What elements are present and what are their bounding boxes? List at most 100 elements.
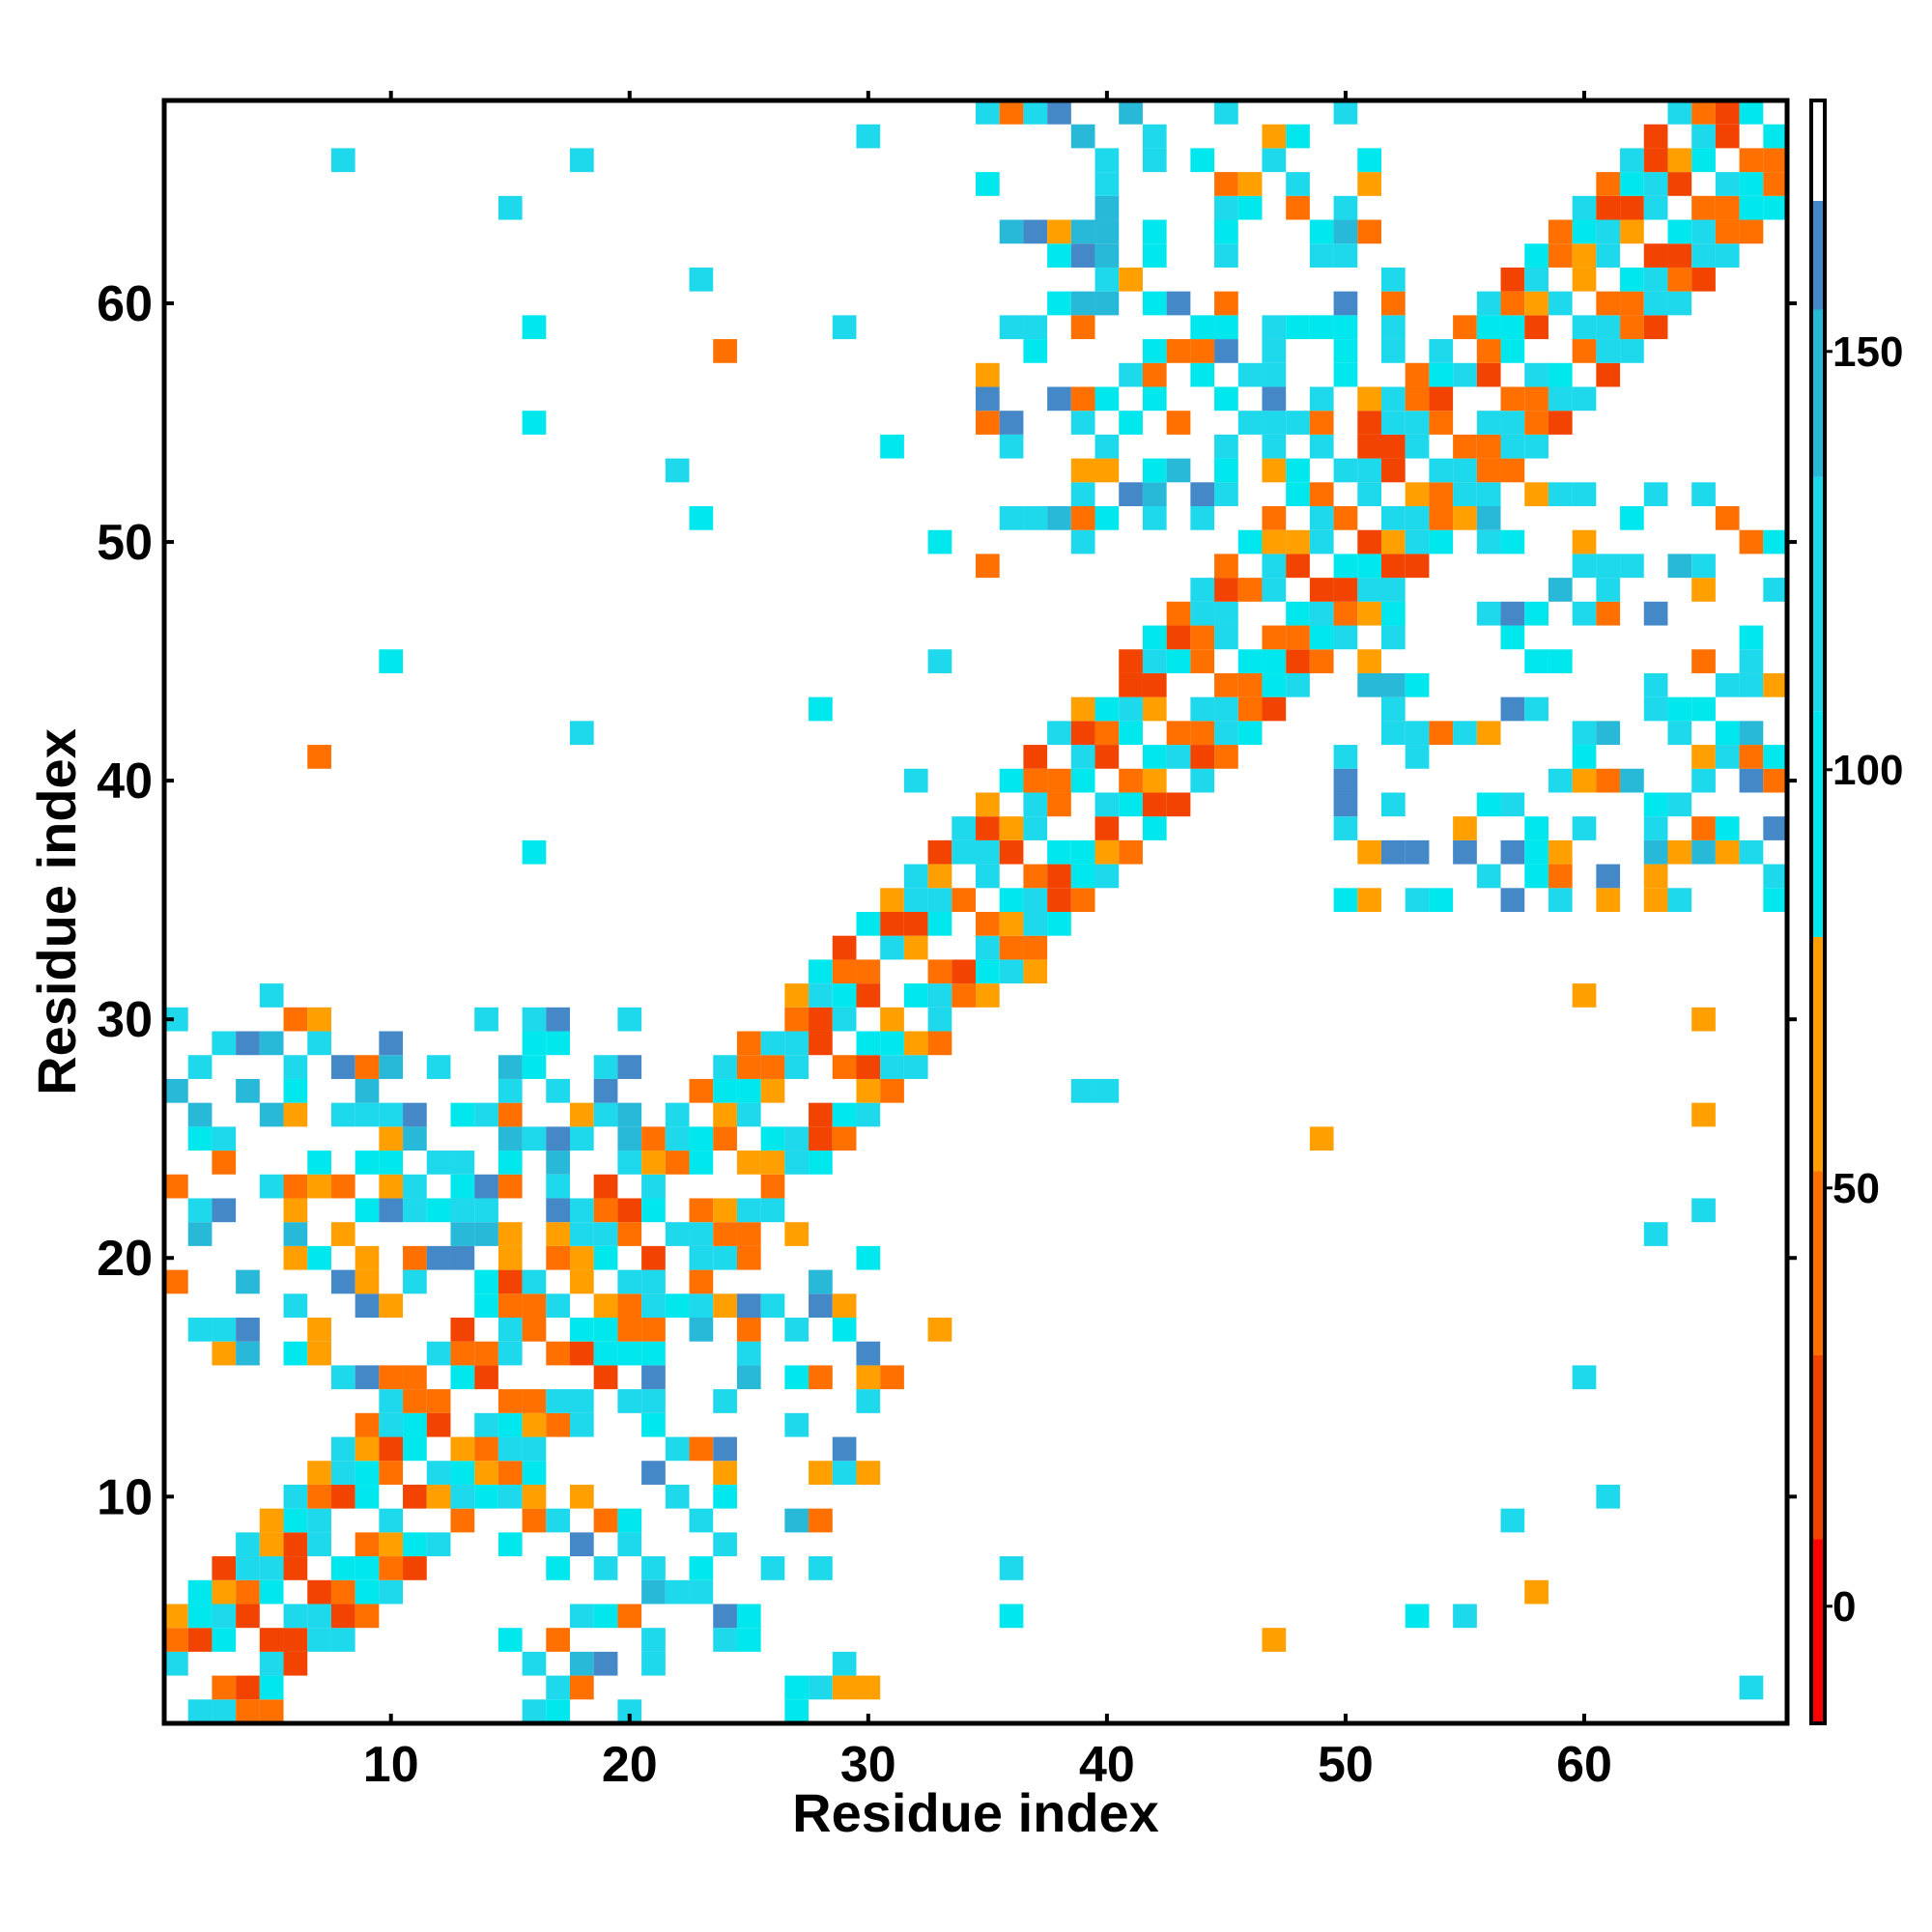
heatmap-cell <box>1667 554 1692 579</box>
heatmap-cell <box>259 983 284 1008</box>
heatmap-cell <box>784 1031 810 1056</box>
heatmap-cell <box>307 1007 331 1032</box>
heatmap-cell <box>617 1341 642 1366</box>
heatmap-cell <box>1429 386 1454 412</box>
heatmap-cell <box>474 1293 498 1318</box>
heatmap-cell <box>1548 219 1573 244</box>
heatmap-cell <box>522 1389 547 1413</box>
heatmap-cell <box>1667 888 1692 912</box>
heatmap-cell <box>1643 291 1668 316</box>
heatmap-cell <box>1214 482 1238 506</box>
heatmap-cell <box>330 1222 355 1246</box>
heatmap-cell <box>1715 172 1740 196</box>
heatmap-cell <box>546 1628 570 1652</box>
heatmap-cell <box>236 1341 260 1366</box>
heatmap-cell <box>330 1628 355 1652</box>
heatmap-cell <box>403 1126 427 1151</box>
heatmap-cell <box>283 1651 308 1676</box>
x-tick-label: 60 <box>1556 1737 1612 1793</box>
heatmap-cell <box>426 1412 451 1437</box>
heatmap-cell <box>617 1604 642 1629</box>
heatmap-cell <box>1620 315 1644 340</box>
heatmap-cell <box>736 1078 761 1103</box>
heatmap-cell <box>1309 1126 1334 1151</box>
heatmap-cell <box>1262 578 1287 602</box>
heatmap-cell <box>1453 458 1477 483</box>
heatmap-cell <box>379 1198 404 1223</box>
heatmap-cell <box>1142 243 1167 268</box>
heatmap-cell <box>1572 1365 1597 1390</box>
heatmap-cell <box>736 1245 761 1270</box>
heatmap-cell <box>1405 554 1430 579</box>
heatmap-cell <box>1596 1484 1621 1509</box>
heatmap-cell <box>1572 983 1597 1008</box>
heatmap-cell <box>522 1007 547 1032</box>
heatmap-cell <box>1667 267 1692 292</box>
heatmap-cell <box>903 888 928 912</box>
heatmap-cell <box>307 745 331 769</box>
heatmap-cell <box>689 1293 714 1318</box>
heatmap-cell <box>689 1556 714 1580</box>
heatmap-cell <box>976 100 1000 125</box>
heatmap-cell <box>1691 696 1716 722</box>
heatmap-cell <box>1190 625 1215 650</box>
heatmap-cell <box>1476 339 1501 363</box>
heatmap-cell <box>1094 864 1120 889</box>
heatmap-cell <box>1309 649 1334 673</box>
heatmap-cell <box>1596 554 1621 579</box>
heatmap-cell <box>952 816 976 840</box>
heatmap-cell <box>713 1126 737 1151</box>
heatmap-cell <box>1094 816 1120 840</box>
heatmap-cell <box>784 983 810 1008</box>
heatmap-cell <box>1453 839 1477 865</box>
heatmap-cell <box>1691 148 1716 173</box>
heatmap-cell <box>927 983 952 1008</box>
heatmap-cell <box>736 1198 761 1223</box>
heatmap-cell <box>1237 195 1263 220</box>
heatmap-cell <box>832 1055 857 1079</box>
heatmap-cell <box>617 1007 642 1032</box>
heatmap-cell <box>1142 124 1167 149</box>
heatmap-cell <box>1309 601 1334 626</box>
heatmap-cell <box>1214 625 1238 650</box>
heatmap-cell <box>307 1151 331 1175</box>
heatmap-cell <box>713 339 737 363</box>
heatmap-cell <box>1667 721 1692 746</box>
heatmap-cell <box>1119 696 1143 722</box>
heatmap-cell <box>212 1341 237 1366</box>
heatmap-cell <box>1596 768 1621 793</box>
heatmap-cell <box>1476 506 1501 530</box>
heatmap-cell <box>1476 315 1501 340</box>
heatmap-cell <box>784 1222 810 1246</box>
heatmap-cell <box>497 1126 523 1151</box>
heatmap-cell <box>617 1318 642 1342</box>
heatmap-cell <box>570 1604 594 1629</box>
heatmap-cell <box>1309 243 1334 268</box>
heatmap-cell <box>641 1389 666 1413</box>
heatmap-cell <box>474 1174 498 1199</box>
heatmap-cell <box>760 1126 785 1151</box>
heatmap-cell <box>403 1436 427 1462</box>
heatmap-cell <box>832 1126 857 1151</box>
heatmap-cell <box>1047 506 1071 530</box>
heatmap-cell <box>1286 554 1310 579</box>
heatmap-cell <box>1237 649 1263 673</box>
heatmap-cell <box>1142 745 1167 769</box>
heatmap-cell <box>1309 625 1334 650</box>
heatmap-cell <box>1214 339 1238 363</box>
heatmap-cell <box>1047 243 1071 268</box>
heatmap-cell <box>212 1628 237 1652</box>
heatmap-cell <box>259 1174 284 1199</box>
heatmap-cell <box>1405 386 1430 412</box>
heatmap-cell <box>187 1126 213 1151</box>
heatmap-cell <box>976 983 1000 1008</box>
heatmap-cell <box>1047 768 1071 793</box>
heatmap-cell <box>355 1436 380 1462</box>
heatmap-cell <box>593 1222 618 1246</box>
heatmap-cell <box>641 1198 666 1223</box>
heatmap-cell <box>283 1293 308 1318</box>
heatmap-cell <box>1381 601 1406 626</box>
heatmap-cell <box>1667 172 1692 196</box>
heatmap-cell <box>307 1579 331 1605</box>
